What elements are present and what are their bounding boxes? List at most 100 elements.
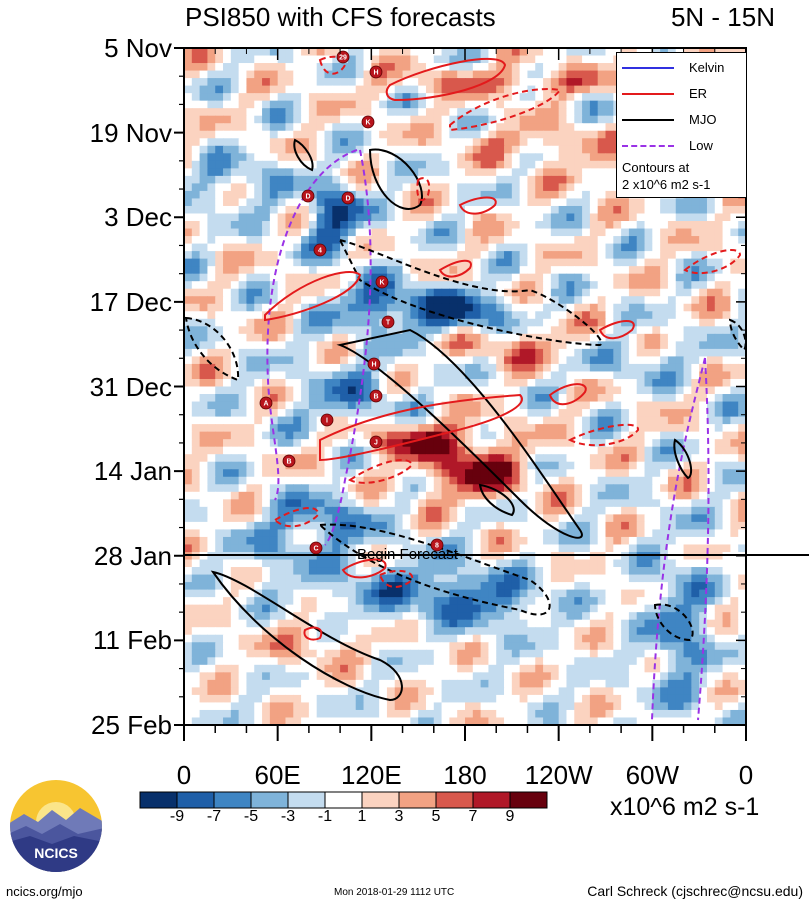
storm-marker-5: 4 [313,243,327,257]
colorbar-swatch-10 [509,791,548,809]
storm-marker-3: D [301,189,315,203]
colorbar-swatch-4 [287,791,326,809]
x-tick-label: 120W [524,760,593,790]
wave-contour-17 [264,270,362,322]
wave-contour-25 [683,249,742,275]
wave-contour-9 [478,483,515,517]
y-tick-label: 28 Jan [93,540,172,571]
colorbar-level-label: 5 [431,808,441,825]
wave-contour-3 [697,357,710,721]
colorbar-level-label: -7 [206,808,222,825]
wave-contour-20 [548,383,587,406]
wave-contour-19 [458,196,497,215]
colorbar-level-label: 3 [394,808,404,825]
legend-contour-note: Contours at 2 x10^6 m2 s-1 [622,159,710,193]
wave-contour-8 [293,138,314,172]
colorbar-swatch-8 [435,791,474,809]
contour-note-line-1: Contours at [622,160,690,175]
x-tick-label: 0 [738,760,754,790]
wave-contour-31 [378,569,414,588]
legend-item-kelvin: Kelvin [617,57,748,79]
colorbar-level-label: 7 [468,808,478,825]
storm-marker-10: B [369,389,383,403]
x-tick-label: 60E [254,760,301,790]
colorbar [139,791,548,809]
storm-marker-2: K [361,115,375,129]
storm-markers: 29 H K D D 4 K T H A B I J B C 8 [259,50,444,555]
legend-swatch [622,93,674,95]
wave-contour-4 [336,328,583,539]
wave-contour-16 [319,393,523,462]
wave-contour-24 [449,88,562,132]
colorbar-swatch-9 [472,791,511,809]
wave-contour-15 [385,57,507,102]
colorbar-level-label: -3 [280,808,296,825]
footer-url: ncics.org/mjo [6,884,83,899]
legend-swatch [622,67,674,69]
psi850-field [184,48,746,725]
y-tick-label: 31 Dec [89,371,172,402]
storm-marker-11: I [320,413,334,427]
y-tick-label: 17 Dec [89,286,172,317]
x-tick-label: 120E [340,760,402,790]
colorbar-swatch-3 [250,791,289,809]
storm-marker-8: H [367,357,381,371]
storm-marker-4: D [341,191,355,205]
wave-contour-29 [318,55,347,75]
begin-forecast-label: Begin Forecast [357,546,458,563]
chart-region: 5N - 15N [670,2,775,32]
legend-swatch [622,119,674,121]
wave-contour-5 [368,148,423,210]
colorbar-level-label: -5 [243,808,259,825]
legend-label: ER [689,86,708,101]
legend-label: Low [689,138,713,153]
storm-marker-6: K [375,275,389,289]
wave-contour-21 [598,320,635,340]
y-tick-label: 14 Jan [93,456,172,487]
x-tick-label: 0 [176,760,192,790]
wave-contours [184,55,746,721]
contour-note-line-2: 2 x10^6 m2 s-1 [622,177,711,192]
wave-contour-22 [341,558,387,579]
wave-contour-18 [438,259,472,278]
colorbar-level-label: -9 [169,808,185,825]
y-tick-label: 3 Dec [104,202,172,233]
y-tick-label: 19 Nov [89,117,172,148]
chart-title: PSI850 with CFS forecasts [185,2,496,32]
colorbar-swatch-7 [398,791,437,809]
colorbar-level-label: 1 [357,808,367,825]
colorbar-swatch-5 [324,791,363,809]
colorbar-swatch-1 [176,791,215,809]
wave-contour-28 [273,507,320,528]
wave-contour-23 [303,626,323,641]
legend-item-mjo: MJO [617,109,748,131]
y-tick-label: 25 Feb [91,710,172,740]
ncics-logo: NCICS [10,780,102,872]
storm-marker-14: C [309,541,323,555]
colorbar-level-label: -1 [317,808,333,825]
colorbar-level-label: 9 [505,808,515,825]
y-tick-label: 5 Nov [104,33,172,63]
legend-label: MJO [689,112,717,127]
legend-label: Kelvin [689,60,725,75]
wave-contour-30 [416,177,431,201]
wave-contour-14 [728,318,746,352]
wave-contour-26 [567,423,639,447]
storm-marker-0: 29 [336,50,350,64]
footer-author: Carl Schreck (cjschrec@ncsu.edu) [587,883,803,899]
legend-item-low: Low [617,135,748,157]
storm-marker-1: H [369,65,383,79]
wave-contour-7 [673,438,693,480]
wave-contour-2 [651,357,706,721]
storm-marker-12: J [369,435,383,449]
storm-marker-13: B [282,454,296,468]
legend-swatch [622,145,674,147]
colorbar-swatch-6 [361,791,400,809]
colorbar-swatch-0 [139,791,178,809]
storm-marker-7: T [381,315,395,329]
footer-timestamp: Mon 2018-01-29 1112 UTC [334,887,455,898]
storm-marker-9: A [259,396,273,410]
y-tick-label: 11 Feb [92,625,172,656]
x-tick-label: 60W [625,760,680,790]
